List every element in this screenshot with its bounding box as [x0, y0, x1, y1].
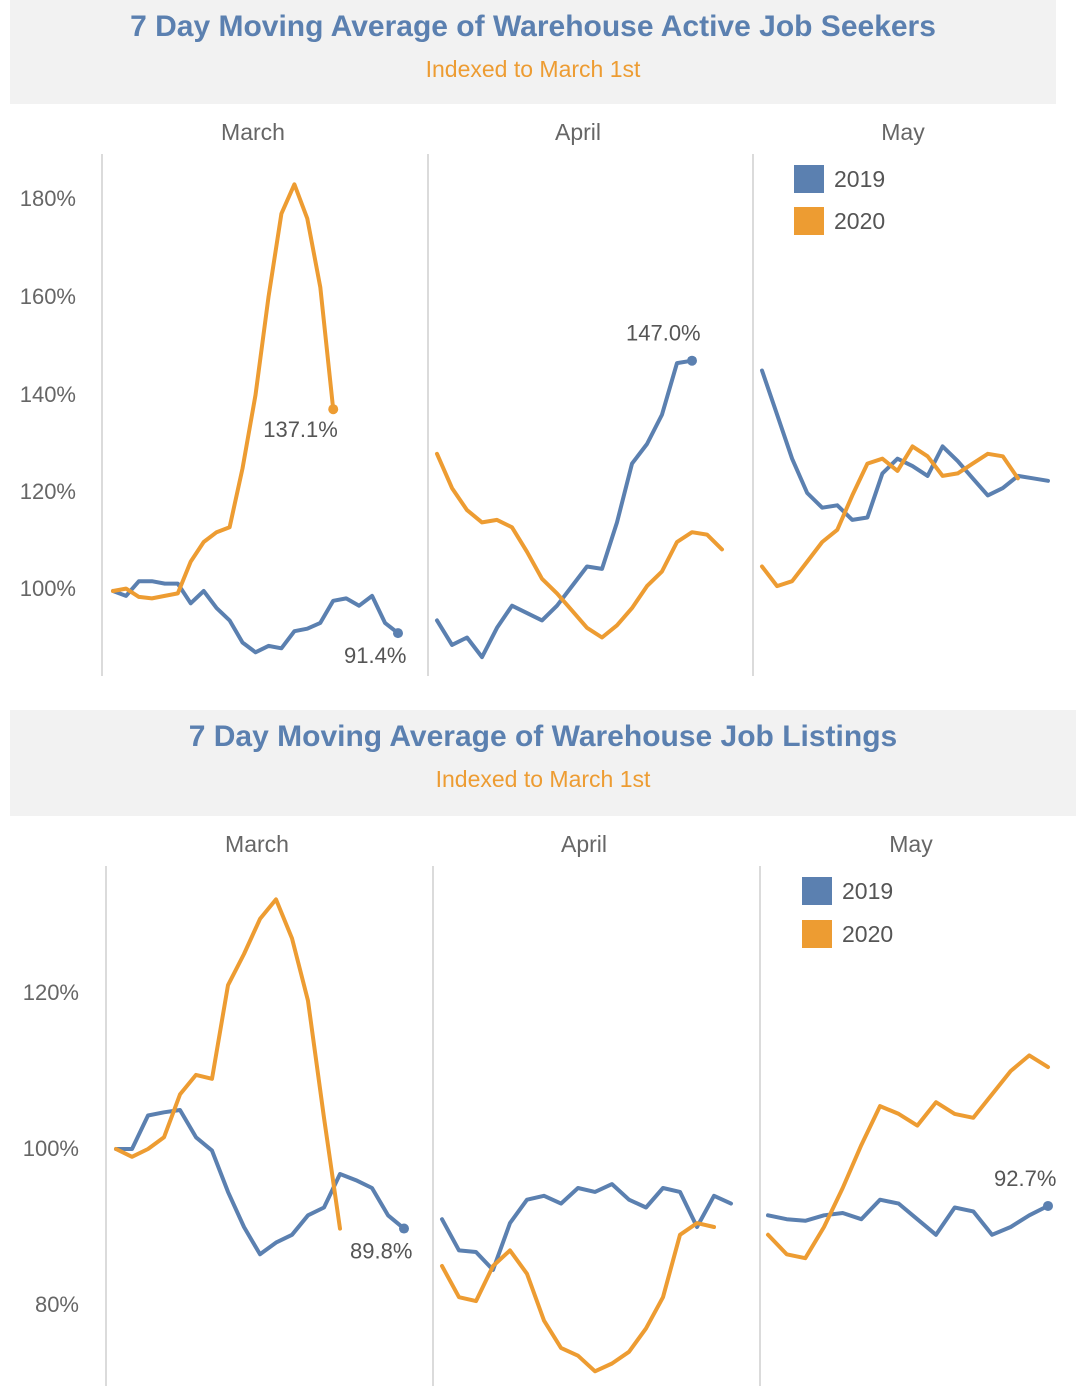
chart2-y-tick-label: 80%: [35, 1292, 79, 1317]
data-label: 92.7%: [994, 1166, 1056, 1191]
legend-swatch-2020: [794, 207, 824, 235]
endpoint-marker: [393, 628, 403, 639]
chart2-y-tick-label: 120%: [23, 980, 79, 1005]
legend-label-2020: 2020: [834, 208, 885, 234]
chart1-month-label-may: May: [881, 119, 925, 145]
legend-swatch-2019: [802, 877, 832, 905]
endpoint-marker: [687, 355, 697, 366]
chart1-legend: 2019 2020: [794, 165, 885, 235]
chart1-title-band: 7 Day Moving Average of Warehouse Active…: [10, 0, 1056, 104]
data-label: 137.1%: [263, 417, 338, 442]
chart2-title-band: 7 Day Moving Average of Warehouse Job Li…: [10, 710, 1076, 816]
chart1-series-lines: 91.4% 137.1% 147.0%: [111, 182, 1050, 668]
series-line-2019-april: [440, 1182, 733, 1272]
series-line-2019-march: [111, 579, 400, 655]
data-label: 89.8%: [350, 1239, 412, 1264]
data-label: 91.4%: [344, 643, 406, 668]
endpoint-marker: [1043, 1200, 1053, 1211]
series-line-2020-may: [766, 1053, 1050, 1261]
chart1-y-tick-label: 100%: [20, 576, 76, 601]
series-line-2020-april: [440, 1221, 716, 1374]
chart2-legend: 2019 2020: [802, 877, 893, 948]
chart2-y-tick-label: 100%: [23, 1136, 79, 1161]
chart2-y-axis: 120% 100% 80%: [23, 980, 79, 1317]
legend-swatch-2020: [802, 920, 832, 948]
endpoint-marker: [328, 404, 339, 415]
chart2-subtitle: Indexed to March 1st: [435, 766, 651, 792]
chart2-month-label-april: April: [561, 831, 607, 857]
legend-swatch-2019: [794, 165, 824, 193]
chart2-series-lines: 89.8% 92.7%: [114, 897, 1056, 1374]
chart1-y-axis: 180% 160% 140% 120% 100%: [20, 186, 76, 601]
chart1-y-tick-label: 140%: [20, 382, 76, 407]
legend-label-2020: 2020: [842, 921, 893, 947]
chart1-month-label-april: April: [555, 119, 601, 145]
chart1-title: 7 Day Moving Average of Warehouse Active…: [130, 10, 936, 43]
series-line-2019-may: [760, 368, 1050, 522]
chart1-subtitle: Indexed to March 1st: [425, 56, 641, 82]
chart2-title: 7 Day Moving Average of Warehouse Job Li…: [188, 720, 898, 753]
chart1-month-label-march: March: [221, 119, 285, 145]
chart2-plot: 120% 100% 80% March April May 2019 2020 …: [23, 831, 1056, 1386]
series-line-2020-march: [111, 182, 336, 601]
chart1-y-tick-label: 120%: [20, 479, 76, 504]
series-line-2019-march: [114, 1108, 406, 1257]
data-label: 147.0%: [626, 321, 701, 346]
chart1-y-tick-label: 180%: [20, 186, 76, 211]
chart2-month-label-march: March: [225, 831, 289, 857]
chart2-month-label-may: May: [889, 831, 933, 857]
series-line-2020-april: [435, 451, 724, 640]
endpoint-marker: [399, 1223, 409, 1234]
series-line-2020-march: [114, 897, 342, 1231]
chart1-y-tick-label: 160%: [20, 284, 76, 309]
chart1-plot: 180% 160% 140% 120% 100% March April May…: [20, 119, 1050, 676]
series-line-2020-may: [760, 444, 1020, 589]
legend-label-2019: 2019: [834, 166, 885, 192]
series-line-2019-may: [766, 1197, 1050, 1237]
legend-label-2019: 2019: [842, 878, 893, 904]
series-line-2019-april: [435, 358, 694, 660]
